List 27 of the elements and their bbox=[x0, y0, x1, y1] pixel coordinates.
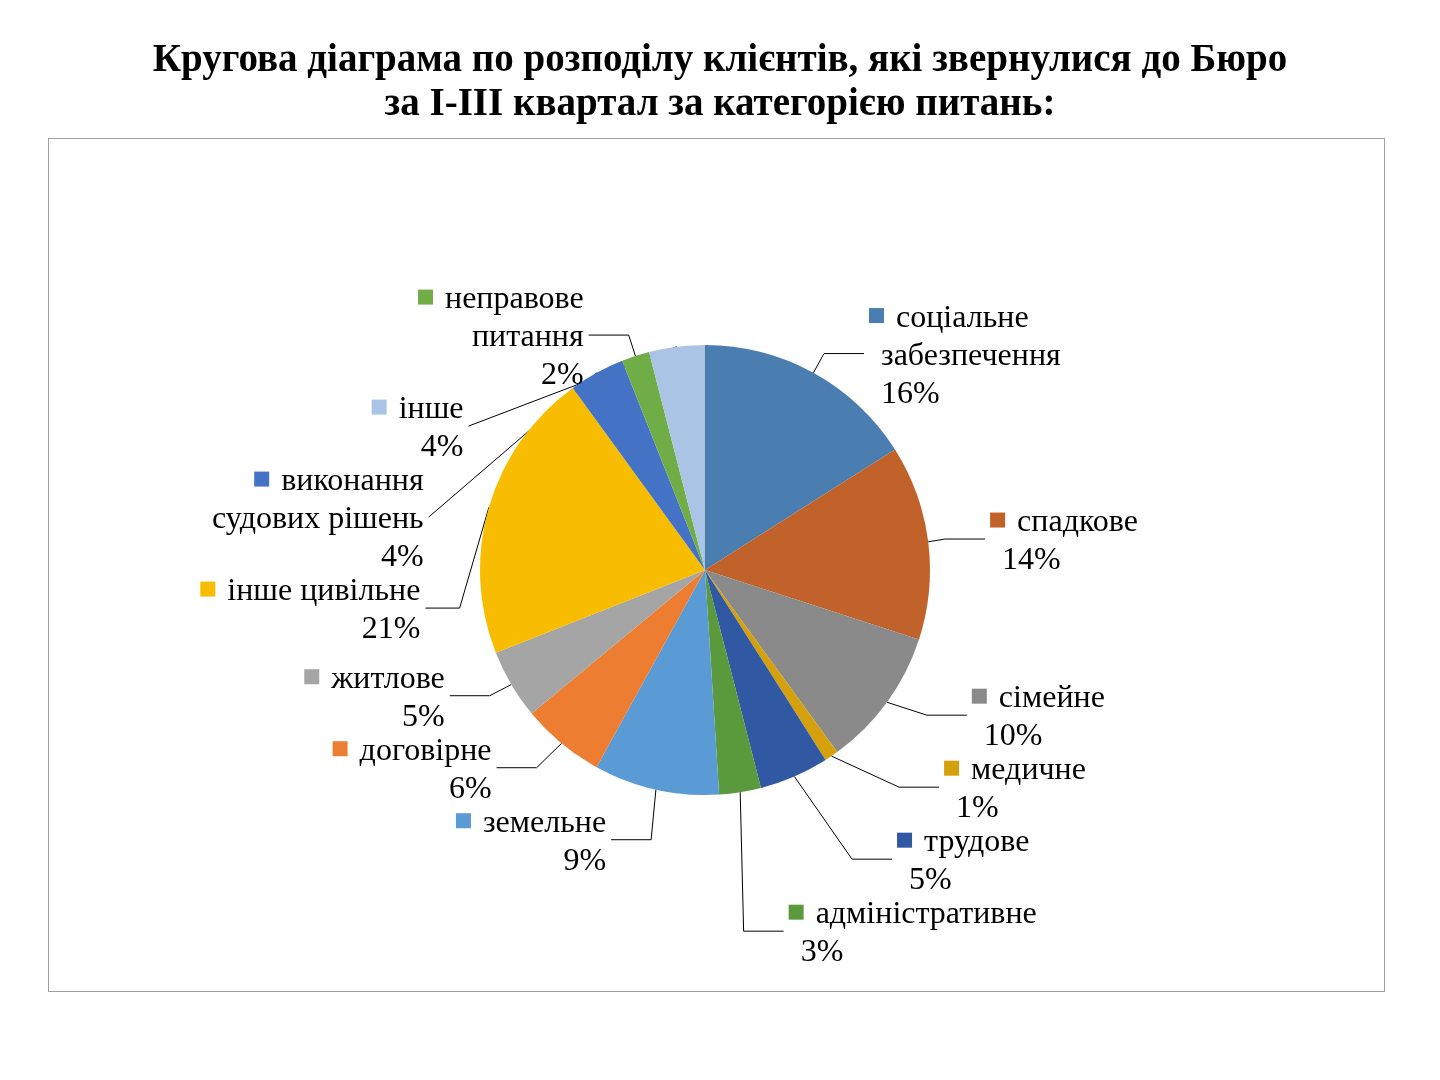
data-label: 10% bbox=[983, 716, 1043, 753]
data-label: 5% bbox=[909, 860, 952, 897]
data-label: 2% bbox=[541, 355, 584, 392]
legend-label: соціальне забезпечення bbox=[880, 297, 1062, 372]
data-label: 1% bbox=[956, 788, 999, 825]
data-label: 16% bbox=[880, 373, 940, 410]
data-label: 14% bbox=[1002, 540, 1061, 577]
chart-title: Кругова діаграма по розподілу клієнтів, які звернулися до Бюро за І-ІІІ квартал за категорією питань: bbox=[151, 36, 1289, 124]
legend-label: неправове питання bbox=[445, 279, 584, 354]
data-label: 4% bbox=[380, 537, 424, 574]
legend-label: трудове bbox=[924, 822, 1030, 859]
legend-label: інше bbox=[398, 389, 464, 426]
legend-label: земельне bbox=[482, 802, 607, 839]
legend-label: виконання судових рішень bbox=[211, 461, 424, 536]
legend-label: спадкове bbox=[1017, 502, 1138, 539]
legend-label: сімейне bbox=[998, 678, 1105, 715]
data-label: 9% bbox=[563, 840, 607, 877]
data-label: 21% bbox=[361, 609, 421, 646]
legend-label: договірне bbox=[359, 730, 492, 767]
data-label: 4% bbox=[420, 427, 464, 464]
legend-label: адміністративне bbox=[815, 894, 1037, 931]
legend-label: інше цивільне bbox=[227, 571, 421, 608]
data-label: 6% bbox=[448, 768, 492, 805]
data-label: 5% bbox=[402, 696, 445, 733]
legend-label: житлове bbox=[330, 658, 445, 695]
data-label: 3% bbox=[800, 932, 844, 969]
legend-label: медичне bbox=[971, 750, 1086, 787]
